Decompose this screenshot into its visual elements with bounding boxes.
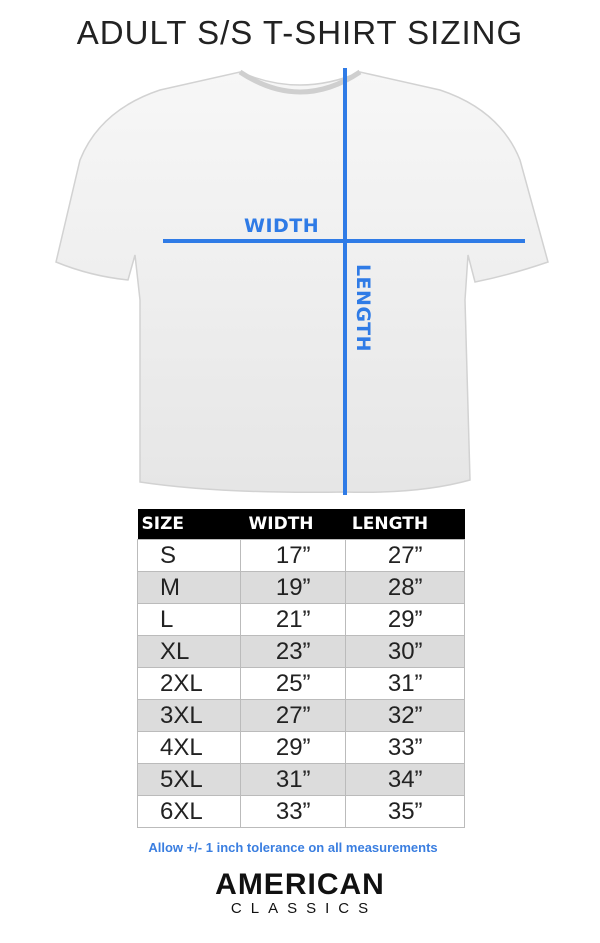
size-cell: M — [137, 571, 241, 604]
tshirt-shape — [55, 71, 549, 494]
table-row: L 21” 29” — [137, 603, 465, 636]
logo-classics: CLASSICS — [230, 900, 378, 917]
length-cell: 33” — [345, 731, 465, 764]
size-cell: 5XL — [137, 763, 241, 796]
table-row: M 19” 28” — [137, 571, 465, 604]
length-cell: 32” — [345, 699, 465, 732]
length-label: LENGTH — [352, 263, 374, 353]
length-cell: 35” — [345, 795, 465, 828]
size-cell: XL — [137, 635, 241, 668]
width-cell: 23” — [239, 635, 347, 668]
length-cell: 28” — [345, 571, 465, 604]
tshirt-diagram — [55, 68, 549, 495]
width-cell: 29” — [239, 731, 347, 764]
table-row: 2XL 25” 31” — [137, 667, 465, 700]
width-cell: 31” — [239, 763, 347, 796]
width-cell: 17” — [239, 539, 347, 572]
size-cell: S — [137, 539, 241, 572]
size-cell: 4XL — [137, 731, 241, 764]
page-title: ADULT S/S T-SHIRT SIZING — [76, 14, 524, 51]
length-cell: 31” — [345, 667, 465, 700]
tolerance-note: Allow +/- 1 inch tolerance on all measur… — [148, 840, 438, 855]
length-cell: 34” — [345, 763, 465, 796]
width-cell: 19” — [239, 571, 347, 604]
size-cell: 3XL — [137, 699, 241, 732]
length-cell: 27” — [345, 539, 465, 572]
header-width: WIDTH — [240, 509, 346, 540]
header-size: SIZE — [137, 509, 241, 540]
width-cell: 27” — [239, 699, 347, 732]
width-cell: 21” — [239, 603, 347, 636]
table-row: 6XL 33” 35” — [137, 795, 465, 828]
width-cell: 33” — [239, 795, 347, 828]
size-cell: 6XL — [137, 795, 241, 828]
size-table: SIZE WIDTH LENGTH S 17” 27” M 19” 28” L 21” 29” X… — [137, 509, 465, 828]
table-row: 4XL 29” 33” — [137, 731, 465, 764]
table-row: 5XL 31” 34” — [137, 763, 465, 796]
width-cell: 25” — [239, 667, 347, 700]
size-cell: 2XL — [137, 667, 241, 700]
table-row: XL 23” 30” — [137, 635, 465, 668]
length-cell: 30” — [345, 635, 465, 668]
table-row: 3XL 27” 32” — [137, 699, 465, 732]
width-label: WIDTH — [244, 215, 320, 237]
table-row: S 17” 27” — [137, 539, 465, 572]
size-cell: L — [137, 603, 241, 636]
length-cell: 29” — [345, 603, 465, 636]
header-length: LENGTH — [345, 509, 465, 540]
logo-american: AMERICAN — [215, 868, 385, 901]
